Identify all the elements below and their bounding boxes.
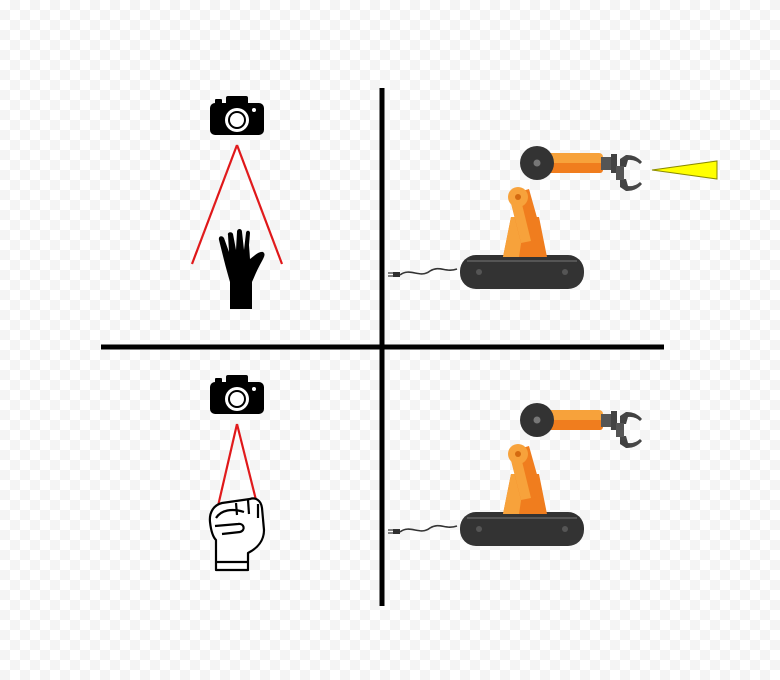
- robot-arm-icon: [387, 402, 618, 547]
- gripper-icon: [616, 411, 642, 449]
- open-hand-icon: [218, 229, 265, 309]
- camera-icon: [210, 96, 264, 135]
- beam-icon: [651, 160, 718, 180]
- fist-icon: [208, 497, 266, 572]
- robot-arm-icon: [387, 145, 618, 290]
- quadrant-bottom-right: [387, 402, 642, 547]
- quadrant-top-right: [387, 145, 718, 290]
- camera-view-cone: [190, 144, 284, 265]
- quadrant-bottom-left: [208, 375, 266, 572]
- camera-icon: [210, 375, 264, 414]
- gripper-icon: [616, 154, 642, 192]
- quadrant-top-left: [190, 96, 284, 309]
